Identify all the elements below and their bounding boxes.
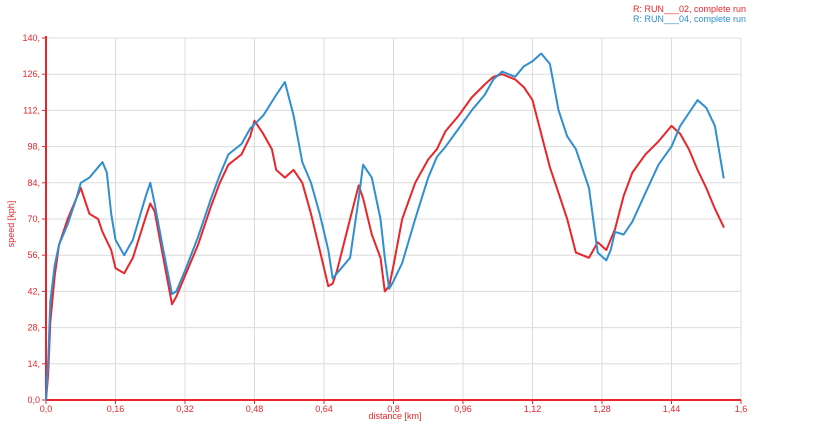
y-tick-label: 42,	[27, 286, 40, 296]
x-tick-label: 0,16	[107, 404, 125, 414]
y-tick-label: 126,	[22, 69, 40, 79]
x-axis-ticks: 0,0 0,16 0,32 0,48 0,64 0,8 0,96 1,12 1,28 1,44 1,…	[40, 400, 748, 414]
x-axis-label: distance [km]	[368, 411, 421, 421]
y-tick-label: 56,	[27, 250, 40, 260]
y-tick-label: 70,	[27, 214, 40, 224]
x-tick-label: 1,12	[524, 404, 542, 414]
y-axis-ticks: 0,0 14, 28, 42, 56, 70, 84, 98, 112, 126, 140,	[22, 33, 46, 405]
y-tick-label: 28,	[27, 323, 40, 333]
series-lines	[45, 52, 725, 401]
x-tick-label: 0,96	[454, 404, 472, 414]
y-tick-label: 140,	[22, 33, 40, 43]
x-tick-label: 1,28	[593, 404, 611, 414]
y-tick-label: 0,0	[27, 395, 40, 405]
y-tick-label: 14,	[27, 359, 40, 369]
series-line-run-02	[45, 73, 725, 401]
x-tick-label: 0,8	[387, 404, 400, 414]
legend-entry-run-04: R: RUN___04, complete run	[632, 14, 746, 24]
x-tick-label: 0,0	[40, 404, 53, 414]
y-tick-label: 84,	[27, 178, 40, 188]
x-tick-label: 0,32	[176, 404, 194, 414]
x-tick-label: 1,6	[735, 404, 748, 414]
legend-entry-run-02: R: RUN___02, complete run	[632, 4, 746, 14]
x-tick-label: 0,48	[246, 404, 264, 414]
series-line-run-04	[45, 52, 725, 401]
x-tick-label: 1,44	[663, 404, 681, 414]
legend: R: RUN___02, complete run R: RUN___04, c…	[633, 4, 746, 24]
y-axis-label: speed [kph]	[6, 201, 16, 248]
y-tick-label: 98,	[27, 142, 40, 152]
grid-lines	[45, 37, 742, 401]
x-tick-label: 0,64	[315, 404, 333, 414]
y-tick-label: 112,	[23, 105, 40, 115]
